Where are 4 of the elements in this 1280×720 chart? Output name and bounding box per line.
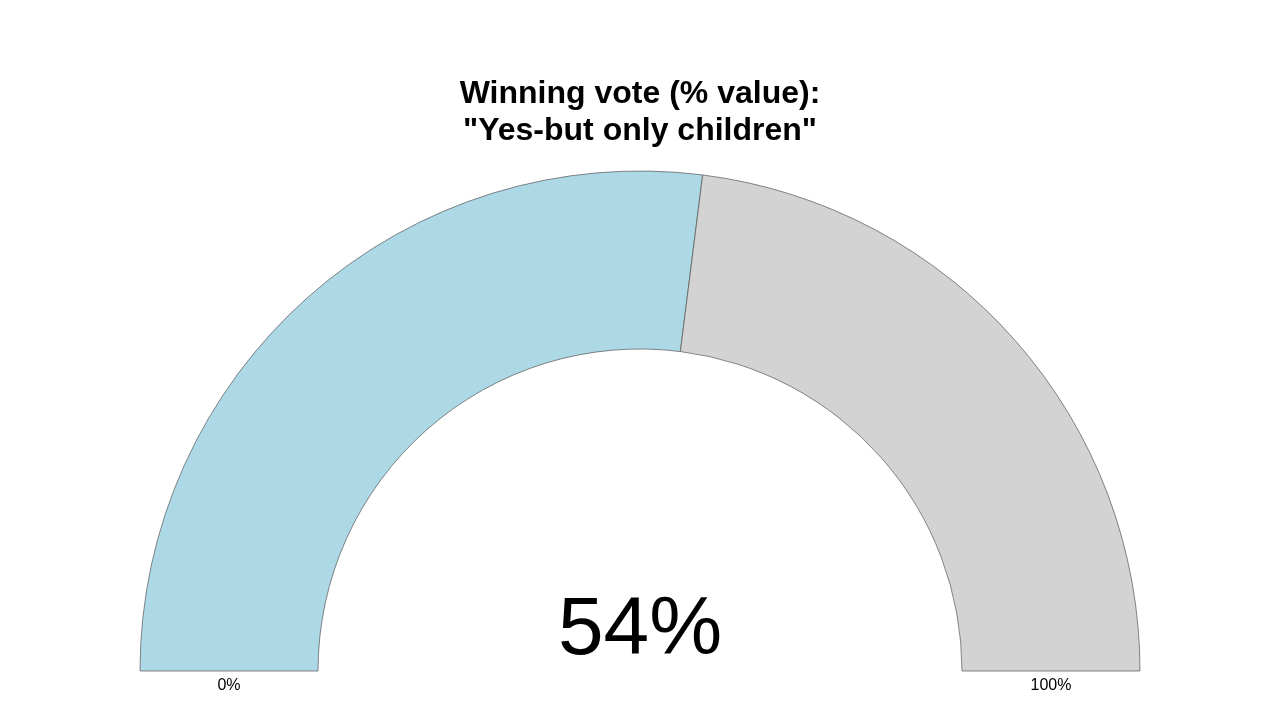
chart-title: Winning vote (% value): "Yes-but only children" <box>459 74 821 147</box>
text: 0% <box>217 676 241 693</box>
data-label: 54% <box>557 580 723 671</box>
text: 100% <box>1030 676 1072 693</box>
